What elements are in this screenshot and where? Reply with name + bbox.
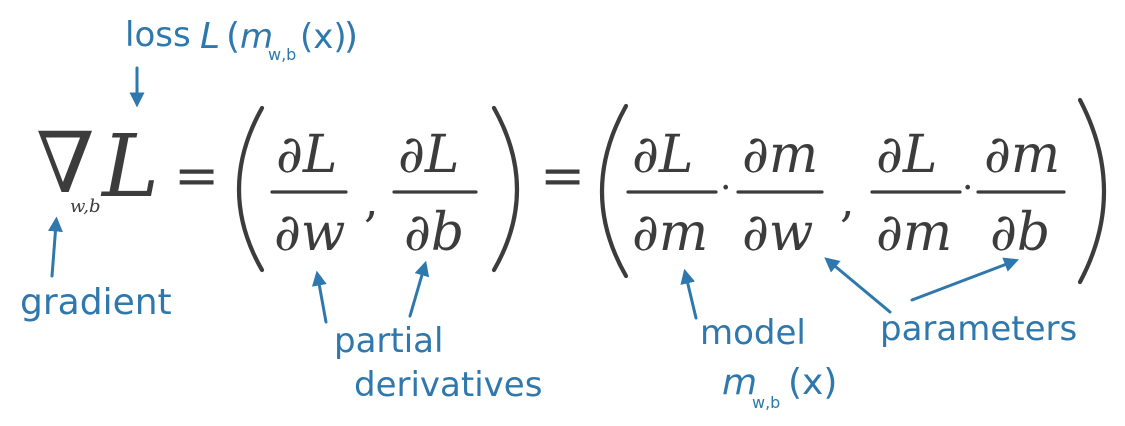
partial-derivatives-vector: ∂L ∂w , ∂L ∂b: [236, 105, 520, 273]
partial-w-denominator: ∂w: [274, 203, 345, 263]
nabla-subscript: w,b: [70, 196, 101, 217]
equals-sign-1: =: [174, 144, 219, 207]
gradient-symbol: ∇ w,b L: [36, 114, 159, 217]
equals-sign-2: =: [540, 144, 585, 207]
partial-arrow-left: [311, 270, 328, 324]
right-paren-2: [1077, 97, 1106, 285]
model-x: (x): [788, 362, 837, 403]
partial-m-denominator: ∂m: [876, 203, 952, 263]
nabla-symbol: ∇: [36, 114, 95, 212]
parameters-label: parameters: [880, 309, 1077, 349]
partial-L-numerator: ∂L: [876, 125, 937, 185]
loss-expr-m: m: [240, 17, 273, 57]
parameters-annotation: parameters: [824, 257, 1077, 349]
loss-symbol: L: [100, 117, 159, 217]
model-arrow: [680, 268, 698, 320]
partial-w-denominator: ∂w: [742, 203, 813, 263]
model-m: m: [722, 362, 757, 403]
gradient-label: gradient: [20, 282, 172, 323]
derivatives-label: derivatives: [354, 365, 542, 405]
loss-expr-subscript: w,b: [268, 45, 296, 64]
gradient-arrow: [47, 216, 63, 278]
dot-2: ·: [962, 168, 973, 209]
partial-label: partial: [334, 321, 443, 361]
partial-L-numerator: ∂L: [632, 125, 693, 185]
parameters-arrow-w: [824, 257, 892, 314]
comma-2: ,: [840, 173, 855, 227]
partial-derivatives-annotation: partial derivatives: [311, 260, 542, 405]
gradient-annotation: gradient: [20, 216, 172, 323]
partial-arrow-right: [408, 260, 430, 318]
model-subscript: w,b: [752, 393, 780, 412]
loss-label: loss: [125, 15, 191, 55]
parameters-arrow-b: [910, 257, 1020, 302]
partial-L-over-b-numerator: ∂L: [398, 125, 459, 185]
chain-rule-vector: ∂L ∂m · ∂m ∂w , ∂L ∂m · ∂m ∂b: [599, 97, 1106, 285]
loss-expr-x: (x): [300, 17, 347, 57]
model-annotation: model m w,b (x): [680, 268, 837, 412]
loss-expr-close-paren: ): [344, 16, 358, 57]
partial-b-denominator: ∂b: [404, 203, 464, 263]
partial-L-over-w-numerator: ∂L: [276, 125, 337, 185]
left-paren-2: [599, 103, 629, 279]
loss-expr-open-paren: (: [226, 16, 240, 57]
loss-annotation: loss L ( m w,b (x) ): [125, 15, 358, 108]
comma-1: ,: [364, 173, 379, 227]
partial-m-numerator: ∂m: [984, 125, 1060, 185]
loss-expr-L: L: [200, 16, 220, 57]
left-paren-1: [236, 105, 265, 273]
model-label: model: [700, 313, 806, 353]
dot-1: ·: [720, 168, 731, 209]
right-paren-1: [491, 105, 520, 273]
partial-m-numerator: ∂m: [742, 125, 818, 185]
partial-m-denominator: ∂m: [632, 203, 708, 263]
partial-b-denominator: ∂b: [990, 203, 1050, 263]
